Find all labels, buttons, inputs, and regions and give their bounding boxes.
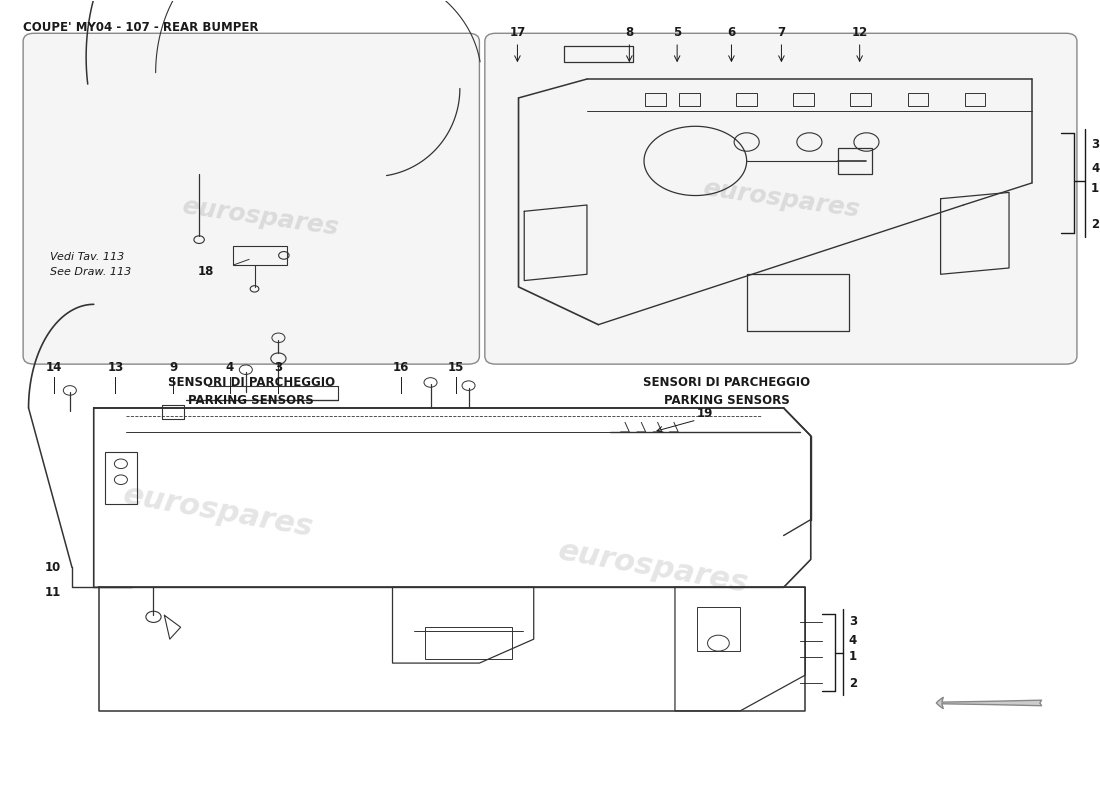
- Text: 3: 3: [1091, 138, 1099, 151]
- Text: 16: 16: [393, 361, 409, 374]
- Text: 4: 4: [226, 361, 233, 374]
- Text: 5: 5: [673, 26, 681, 39]
- Text: 14: 14: [45, 361, 62, 374]
- Text: eurospares: eurospares: [556, 537, 750, 598]
- Text: PARKING SENSORS: PARKING SENSORS: [663, 394, 790, 407]
- Text: Vedi Tav. 113: Vedi Tav. 113: [51, 252, 124, 262]
- Text: 11: 11: [45, 586, 62, 599]
- Text: 2: 2: [849, 677, 857, 690]
- Text: 13: 13: [108, 361, 123, 374]
- Text: 4: 4: [1091, 162, 1099, 175]
- Text: 7: 7: [778, 26, 785, 39]
- Text: eurospares: eurospares: [701, 176, 861, 222]
- Text: 1: 1: [849, 650, 857, 663]
- Text: 12: 12: [851, 26, 868, 39]
- Text: eurospares: eurospares: [121, 481, 316, 542]
- Text: 4: 4: [849, 634, 857, 647]
- Text: 10: 10: [45, 561, 62, 574]
- Text: 19: 19: [696, 407, 713, 420]
- Text: See Draw. 113: See Draw. 113: [51, 266, 132, 277]
- FancyBboxPatch shape: [23, 34, 480, 364]
- Text: 1: 1: [1091, 182, 1099, 195]
- Text: 3: 3: [274, 361, 283, 374]
- Text: SENSORI DI PARCHEGGIO: SENSORI DI PARCHEGGIO: [167, 376, 334, 389]
- Text: 3: 3: [849, 615, 857, 628]
- Text: 9: 9: [169, 361, 177, 374]
- FancyBboxPatch shape: [485, 34, 1077, 364]
- Text: eurospares: eurospares: [180, 194, 340, 241]
- Text: 2: 2: [1091, 218, 1099, 231]
- Text: 15: 15: [448, 361, 464, 374]
- Text: COUPE' MY04 - 107 - REAR BUMPER: COUPE' MY04 - 107 - REAR BUMPER: [23, 22, 258, 34]
- Text: 6: 6: [727, 26, 736, 39]
- Text: 18: 18: [198, 265, 214, 278]
- Text: SENSORI DI PARCHEGGIO: SENSORI DI PARCHEGGIO: [644, 376, 810, 389]
- Text: 8: 8: [625, 26, 634, 39]
- Text: 17: 17: [509, 26, 526, 39]
- Text: PARKING SENSORS: PARKING SENSORS: [188, 394, 315, 407]
